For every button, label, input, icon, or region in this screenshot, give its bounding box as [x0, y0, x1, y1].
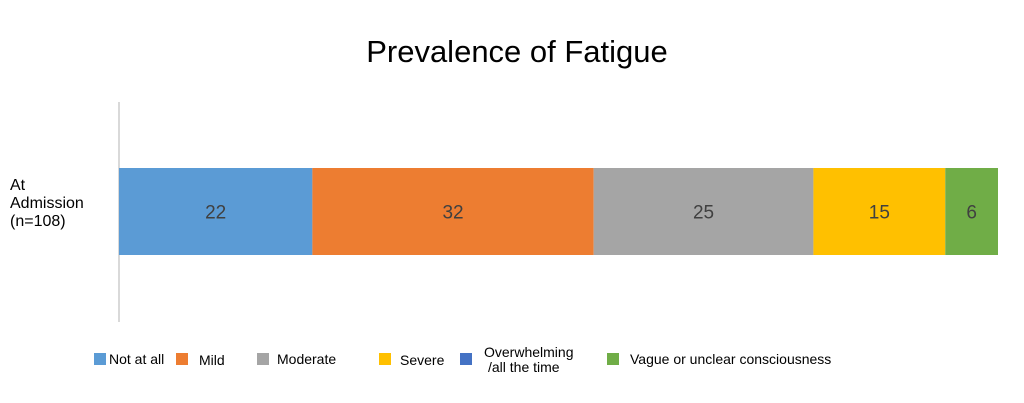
data-label-5: 6 [966, 203, 977, 224]
data-label-1: 32 [442, 203, 463, 224]
bar-segment-0 [119, 168, 313, 255]
chart-title: Prevalence of Fatigue [366, 34, 668, 69]
data-label-3: 15 [869, 203, 890, 224]
bar-segments [119, 168, 998, 255]
data-label-0: 22 [205, 203, 226, 224]
category-label: At Admission (n=108) [10, 177, 110, 231]
category-label-line-2: Admission [10, 195, 84, 212]
data-label-2: 25 [693, 203, 714, 224]
bar-segment-5 [945, 168, 998, 255]
bar-segment-1 [312, 168, 594, 255]
category-label-line-3: (n=108) [10, 213, 66, 230]
data-labels: 22 32 25 15 6 [205, 203, 977, 224]
bar-segment-2 [593, 168, 814, 255]
bar-segment-3 [813, 168, 946, 255]
category-label-line-1: At [10, 177, 26, 194]
